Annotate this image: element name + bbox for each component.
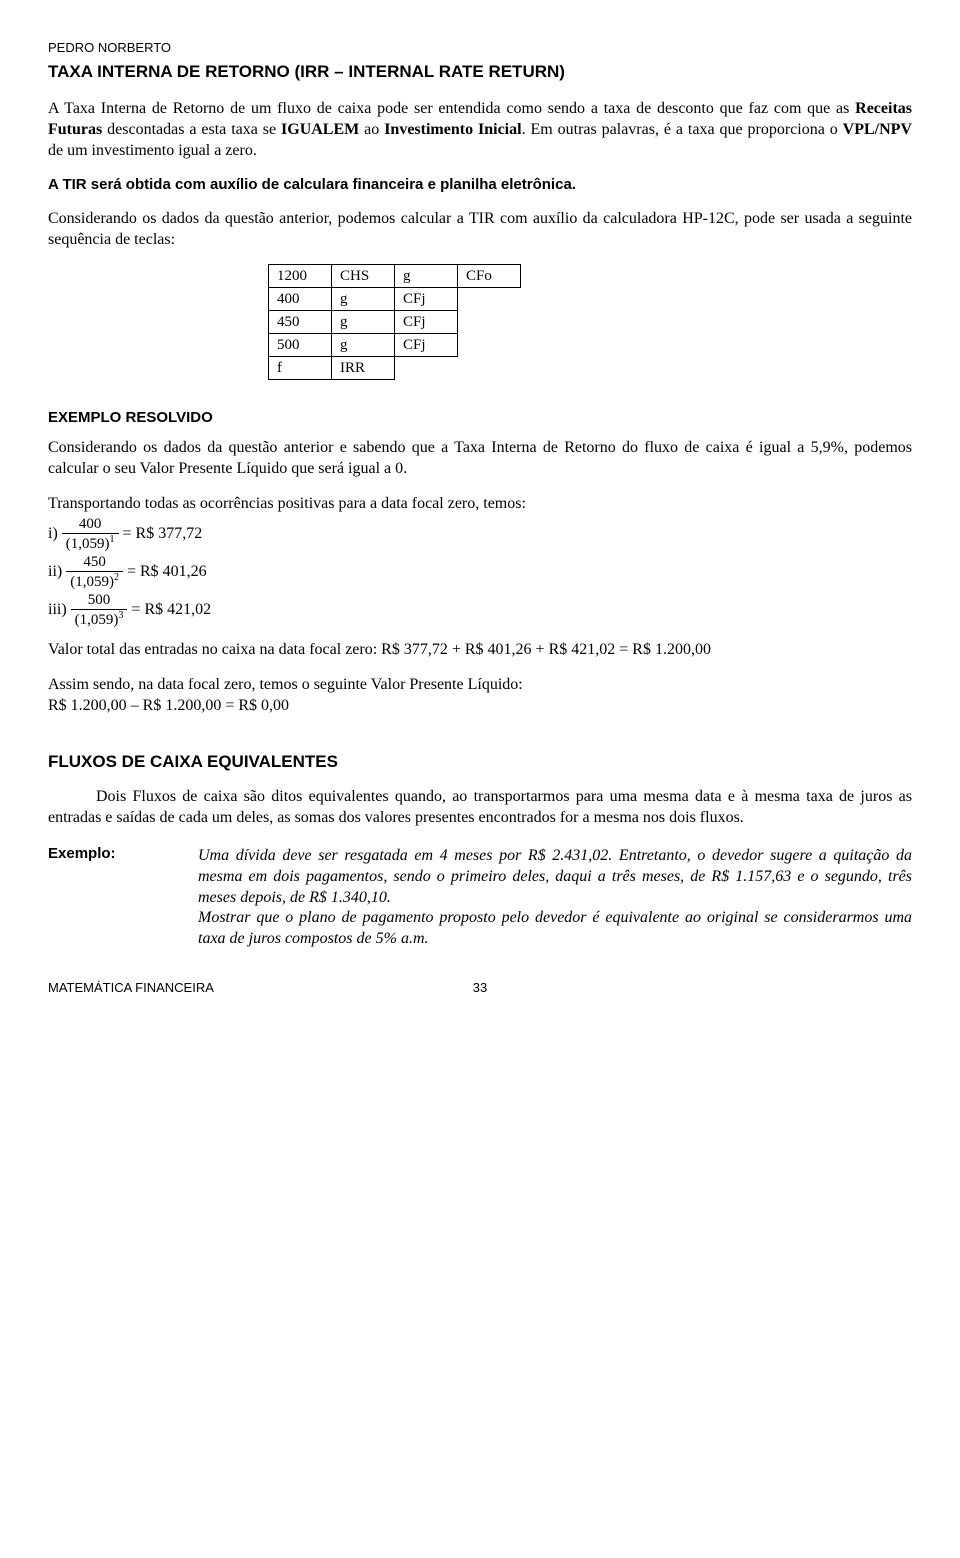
eq-result: = R$ 377,72	[123, 524, 203, 545]
eq-lead: ii)	[48, 562, 62, 583]
equation-iii: iii) 500 (1,059)3 = R$ 421,02	[48, 592, 912, 628]
key-cell: f	[269, 357, 332, 380]
key-cell: g	[332, 334, 395, 357]
key-cell: CFo	[458, 265, 521, 288]
paragraph-hp12c: Considerando os dados da questão anterio…	[48, 209, 912, 251]
key-cell-empty	[395, 357, 458, 380]
fraction-den: (1,059)3	[71, 610, 128, 629]
fraction: 400 (1,059)1	[62, 516, 119, 552]
key-cell: CFj	[395, 311, 458, 334]
tir-note: A TIR será obtida com auxílio de calcula…	[48, 175, 912, 195]
equation-ii: ii) 450 (1,059)2 = R$ 401,26	[48, 554, 912, 590]
paragraph-transport: Transportando todas as ocorrências posit…	[48, 494, 912, 515]
paragraph-vpl1: Assim sendo, na data focal zero, temos o…	[48, 675, 912, 696]
hp12c-key-table: 1200 CHS g CFo 400 g CFj 450 g CFj 500 g…	[268, 264, 521, 380]
key-cell: 1200	[269, 265, 332, 288]
key-cell: IRR	[332, 357, 395, 380]
exemplo-body: Uma dívida deve ser resgatada em 4 meses…	[198, 846, 912, 950]
eq-lead: i)	[48, 524, 58, 545]
equation-i: i) 400 (1,059)1 = R$ 377,72	[48, 516, 912, 552]
key-cell: g	[395, 265, 458, 288]
key-cell-empty	[458, 334, 521, 357]
key-cell: g	[332, 311, 395, 334]
fraction: 450 (1,059)2	[66, 554, 123, 590]
key-cell: 500	[269, 334, 332, 357]
key-cell-empty	[458, 288, 521, 311]
exemplo-text-2: Mostrar que o plano de pagamento propost…	[198, 909, 912, 947]
fraction: 500 (1,059)3	[71, 592, 128, 628]
paragraph-intro: A Taxa Interna de Retorno de um fluxo de…	[48, 99, 912, 161]
exemplo-text-1: Uma dívida deve ser resgatada em 4 meses…	[198, 847, 912, 906]
page-number: 33	[473, 980, 487, 997]
fraction-num: 400	[62, 516, 119, 534]
footer-left: MATEMÁTICA FINANCEIRA	[48, 980, 214, 995]
eq-result: = R$ 421,02	[131, 600, 211, 621]
key-cell: CFj	[395, 288, 458, 311]
fluxos-title: FLUXOS DE CAIXA EQUIVALENTES	[48, 751, 912, 773]
key-cell: 450	[269, 311, 332, 334]
fraction-num: 450	[66, 554, 123, 572]
fraction-num: 500	[71, 592, 128, 610]
page-footer: MATEMÁTICA FINANCEIRA 33	[48, 980, 912, 997]
paragraph-total: Valor total das entradas no caixa na dat…	[48, 640, 912, 661]
fraction-den: (1,059)1	[62, 534, 119, 553]
eq-result: = R$ 401,26	[127, 562, 207, 583]
key-cell: CHS	[332, 265, 395, 288]
page-title: TAXA INTERNA DE RETORNO (IRR – INTERNAL …	[48, 61, 912, 83]
key-cell: 400	[269, 288, 332, 311]
key-cell: g	[332, 288, 395, 311]
author-header: PEDRO NORBERTO	[48, 40, 912, 57]
key-cell-empty	[458, 357, 521, 380]
paragraph-vpl2: R$ 1.200,00 – R$ 1.200,00 = R$ 0,00	[48, 696, 912, 717]
paragraph-fluxos: Dois Fluxos de caixa são ditos equivalen…	[48, 787, 912, 829]
paragraph-exres1: Considerando os dados da questão anterio…	[48, 438, 912, 480]
exemplo-resolvido-heading: EXEMPLO RESOLVIDO	[48, 408, 912, 428]
fraction-den: (1,059)2	[66, 572, 123, 591]
eq-lead: iii)	[48, 600, 67, 621]
key-cell-empty	[458, 311, 521, 334]
key-cell: CFj	[395, 334, 458, 357]
